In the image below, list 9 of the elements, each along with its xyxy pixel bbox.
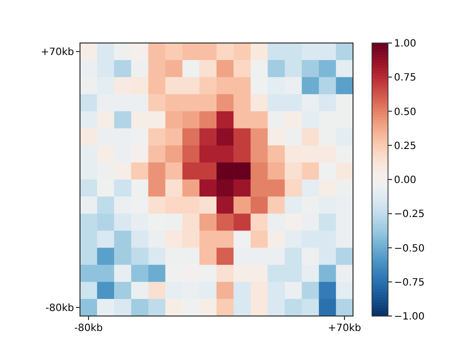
color-bar-label: 0.25: [394, 140, 416, 152]
color-bar-label: 1.00: [394, 38, 416, 50]
color-bar-label: 0.75: [394, 72, 416, 84]
color-bar-label: −0.50: [394, 243, 425, 254]
color-bar-label: −0.25: [394, 209, 425, 220]
color-bar-label: 0.00: [394, 175, 416, 186]
color-bar-label: −0.75: [394, 277, 425, 288]
color-bar-label: 0.50: [394, 106, 416, 118]
color-bar-label: −1.00: [394, 312, 425, 322]
